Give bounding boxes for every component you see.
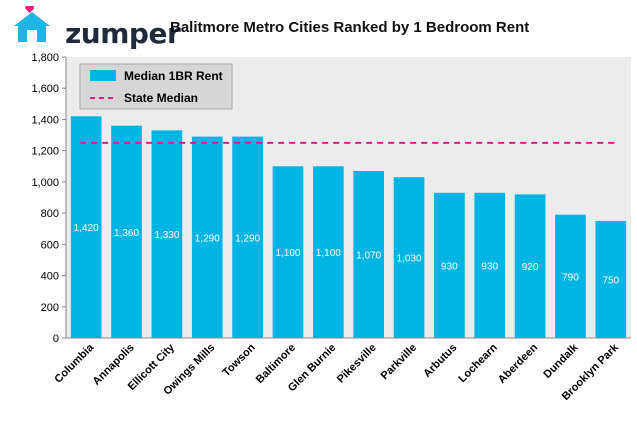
bar[interactable] [555, 214, 586, 338]
bar[interactable] [151, 130, 183, 338]
y-tick-label: 0 [53, 333, 59, 345]
x-category-label: Towson [220, 341, 257, 378]
bar[interactable] [70, 116, 102, 338]
legend: Median 1BR Rent State Median [79, 63, 233, 110]
legend-swatch-median-1br [90, 70, 116, 81]
bar-value-label: 1,290 [235, 233, 260, 244]
y-tick-label: 1,000 [31, 177, 59, 189]
bar-value-label: 1,420 [74, 223, 99, 234]
bar-value-label: 1,290 [195, 233, 220, 244]
legend-label-median-1br: Median 1BR Rent [124, 69, 223, 83]
y-tick-label: 1,200 [31, 146, 59, 158]
house-heart-icon [14, 5, 50, 42]
y-tick-label: 1,800 [31, 52, 59, 64]
legend-label-state-median: State Median [124, 91, 198, 105]
x-category-label: Pikesville [335, 342, 379, 386]
bar-value-label: 790 [562, 272, 579, 283]
x-category-label: Parkville [379, 342, 419, 382]
bar[interactable] [595, 220, 627, 338]
bar-value-label: 1,330 [154, 230, 179, 241]
x-category-label: Arbutus [421, 342, 459, 380]
header: zumper Balitmore Metro Cities Ranked by … [0, 0, 637, 50]
bars: 1,420 1,360 1,330 1,290 1,290 1,100 1,100 1,070… [70, 116, 627, 338]
bar-value-label: 930 [481, 261, 498, 272]
zumper-logo[interactable]: zumper [10, 5, 181, 50]
bar-value-label: 1,360 [114, 228, 139, 239]
brand-name: zumper [65, 17, 181, 50]
bar-value-label: 920 [522, 262, 539, 273]
y-tick-label: 600 [41, 239, 59, 251]
bar[interactable] [272, 166, 304, 338]
bar-value-label: 930 [441, 261, 458, 272]
bar-value-label: 750 [602, 275, 619, 286]
bar-value-label: 1,100 [275, 248, 300, 259]
y-axis: 0 200 400 600 800 1,000 1,200 1,400 1,600 1,800 [31, 52, 66, 345]
bar[interactable] [353, 170, 385, 338]
bar-value-label: 1,030 [397, 254, 422, 265]
bar-value-label: 1,070 [356, 250, 381, 261]
x-category-label: Aberdeen [496, 341, 541, 386]
x-category-label: Lochearn [456, 341, 500, 385]
x-category-label: Dundalk [541, 341, 581, 381]
y-tick-label: 1,600 [31, 83, 59, 95]
chart-title: Balitmore Metro Cities Ranked by 1 Bedro… [170, 19, 530, 36]
y-tick-label: 1,400 [31, 114, 59, 126]
bar[interactable] [393, 177, 425, 338]
y-tick-label: 200 [41, 302, 59, 314]
bar[interactable] [312, 166, 344, 338]
bar[interactable] [111, 125, 142, 338]
y-tick-label: 400 [41, 271, 59, 283]
bar[interactable] [474, 192, 506, 338]
bar[interactable] [514, 194, 546, 338]
bar[interactable] [191, 136, 223, 338]
bar-value-label: 1,100 [316, 248, 341, 259]
bar[interactable] [232, 136, 263, 338]
y-tick-label: 800 [41, 208, 59, 220]
bar[interactable] [434, 192, 465, 338]
